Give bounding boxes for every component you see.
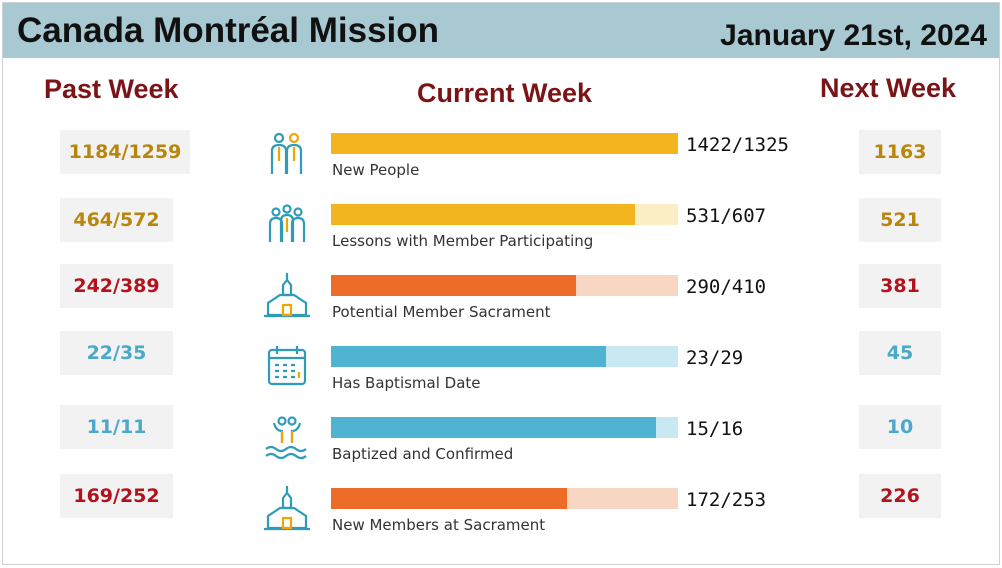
progress-bar-track bbox=[331, 417, 678, 438]
metric-label: Potential Member Sacrament bbox=[332, 303, 551, 321]
past-week-value: 22/35 bbox=[60, 331, 173, 375]
chapel-icon bbox=[262, 271, 312, 321]
current-week-value: 290/410 bbox=[686, 276, 767, 298]
people-pair-icon bbox=[262, 129, 312, 179]
progress-bar-track bbox=[331, 488, 678, 509]
progress-bar-track bbox=[331, 204, 678, 225]
group-people-icon bbox=[262, 200, 312, 250]
past-week-value: 169/252 bbox=[60, 474, 173, 518]
next-week-value: 226 bbox=[859, 474, 941, 518]
progress-bar-fill bbox=[331, 488, 567, 509]
next-week-value: 1163 bbox=[859, 130, 941, 174]
current-week-value: 1422/1325 bbox=[686, 134, 789, 156]
current-week-value: 172/253 bbox=[686, 489, 767, 511]
current-week-heading: Current Week bbox=[417, 78, 593, 108]
header-bar: Canada Montréal Mission January 21st, 20… bbox=[3, 3, 999, 58]
metric-label: New People bbox=[332, 161, 420, 179]
report-date: January 21st, 2024 bbox=[720, 19, 987, 52]
calendar-icon bbox=[262, 342, 312, 392]
past-week-heading: Past Week bbox=[44, 74, 179, 104]
progress-bar-fill bbox=[331, 275, 577, 296]
metric-label: Lessons with Member Participating bbox=[332, 232, 594, 250]
progress-bar-fill bbox=[331, 346, 607, 367]
past-week-value: 464/572 bbox=[60, 198, 173, 242]
current-week-value: 23/29 bbox=[686, 347, 744, 369]
progress-bar-track bbox=[331, 275, 678, 296]
next-week-heading: Next Week bbox=[820, 73, 957, 103]
past-week-value: 242/389 bbox=[60, 264, 173, 308]
metric-label: Baptized and Confirmed bbox=[332, 445, 514, 463]
chapel-icon bbox=[262, 484, 312, 534]
next-week-value: 381 bbox=[859, 264, 941, 308]
page-title: Canada Montréal Mission bbox=[17, 11, 440, 50]
progress-bar-track bbox=[331, 133, 678, 154]
baptism-icon bbox=[262, 413, 312, 463]
metric-label: Has Baptismal Date bbox=[332, 374, 481, 392]
past-week-value: 11/11 bbox=[60, 405, 173, 449]
next-week-value: 45 bbox=[859, 331, 941, 375]
current-week-value: 15/16 bbox=[686, 418, 744, 440]
progress-bar-fill bbox=[331, 133, 678, 154]
next-week-value: 521 bbox=[859, 198, 941, 242]
past-week-value: 1184/1259 bbox=[60, 130, 190, 174]
current-week-value: 531/607 bbox=[686, 205, 767, 227]
metric-label: New Members at Sacrament bbox=[332, 516, 546, 534]
next-week-value: 10 bbox=[859, 405, 941, 449]
progress-bar-track bbox=[331, 346, 678, 367]
progress-bar-fill bbox=[331, 204, 635, 225]
progress-bar-fill bbox=[331, 417, 657, 438]
